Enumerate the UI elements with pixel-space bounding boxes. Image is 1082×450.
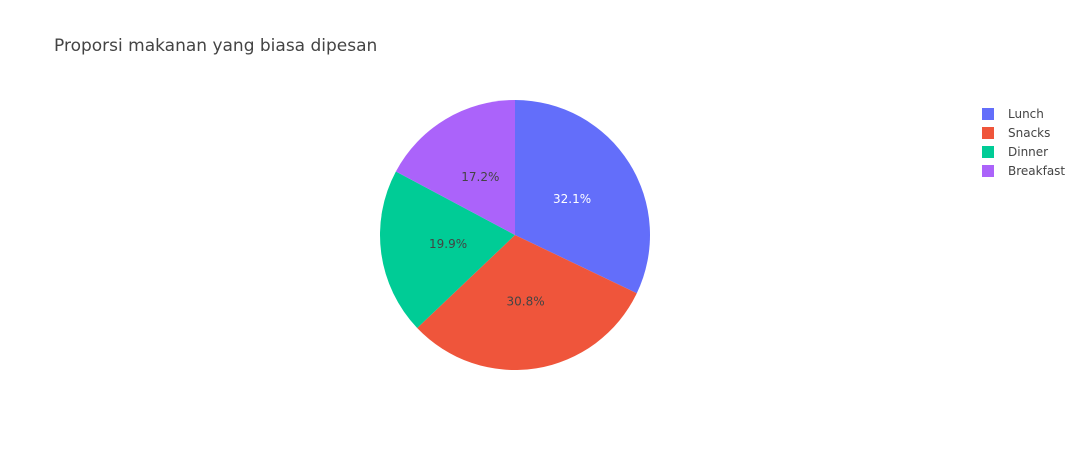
legend-swatch-dinner bbox=[982, 146, 994, 158]
slice-label-dinner: 19.9% bbox=[429, 237, 467, 251]
slice-labels: 32.1% 30.8% 19.9% 17.2% bbox=[429, 170, 591, 309]
legend-swatch-lunch bbox=[982, 108, 994, 120]
legend: Lunch Snacks Dinner Breakfast bbox=[982, 107, 1065, 178]
pie-slice-dinner[interactable] bbox=[379, 171, 515, 329]
pie-slice-breakfast[interactable] bbox=[395, 99, 515, 235]
legend-label-dinner: Dinner bbox=[1008, 145, 1048, 159]
slice-label-breakfast: 17.2% bbox=[461, 170, 499, 184]
legend-item-snacks[interactable]: Snacks bbox=[982, 126, 1050, 140]
legend-item-lunch[interactable]: Lunch bbox=[982, 107, 1044, 121]
legend-swatch-snacks bbox=[982, 127, 994, 139]
legend-label-snacks: Snacks bbox=[1008, 126, 1050, 140]
legend-item-dinner[interactable]: Dinner bbox=[982, 145, 1048, 159]
legend-item-breakfast[interactable]: Breakfast bbox=[982, 164, 1065, 178]
pie-slices bbox=[379, 99, 651, 371]
legend-swatch-breakfast bbox=[982, 165, 994, 177]
slice-label-snacks: 30.8% bbox=[507, 295, 545, 309]
legend-label-lunch: Lunch bbox=[1008, 107, 1044, 121]
slice-label-lunch: 32.1% bbox=[553, 192, 591, 206]
pie-slice-lunch[interactable] bbox=[515, 100, 651, 294]
chart-title: Proporsi makanan yang biasa dipesan bbox=[54, 36, 377, 56]
pie-slice-snacks[interactable] bbox=[417, 235, 637, 371]
legend-label-breakfast: Breakfast bbox=[1008, 164, 1065, 178]
